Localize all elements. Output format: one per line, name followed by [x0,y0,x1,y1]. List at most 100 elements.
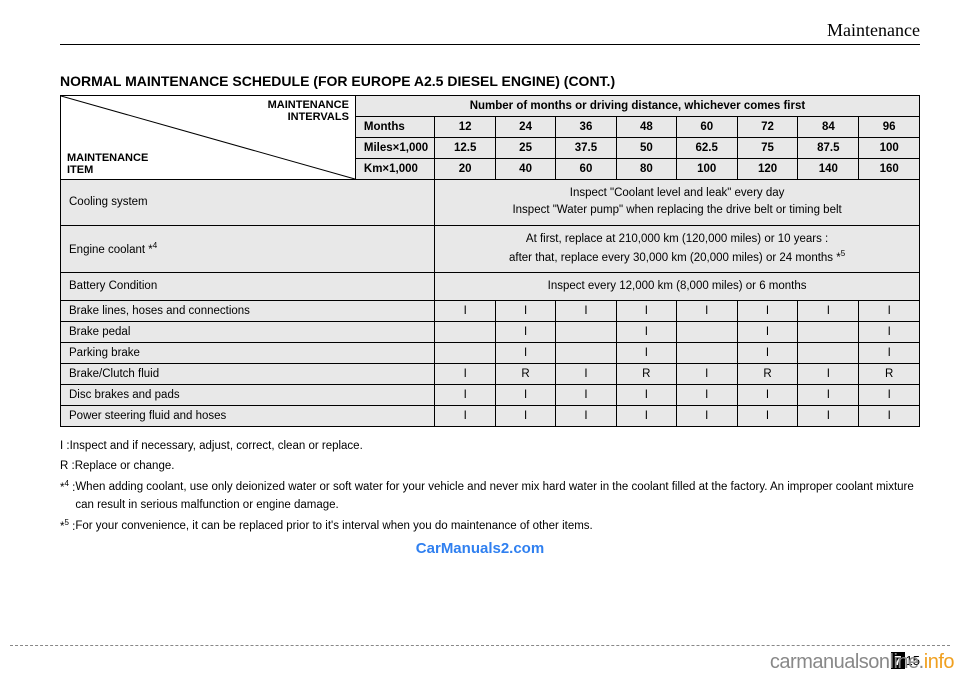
item-label: Engine coolant *4 [61,225,435,272]
item-label: Cooling system [61,180,435,226]
schedule-value: I [859,301,920,322]
legend-item: *4 : When adding coolant, use only deion… [60,478,920,515]
legend-body: When adding coolant, use only deionized … [75,478,920,515]
brand-part2: info [924,651,954,673]
schedule-value: I [616,301,676,322]
table-row: Cooling systemInspect "Coolant level and… [61,180,920,226]
schedule-value: I [859,322,920,343]
schedule-value: I [616,385,676,406]
schedule-value: I [555,385,616,406]
schedule-value [555,322,616,343]
header-value: 140 [798,159,859,180]
diag-label-intervals: MAINTENANCEINTERVALS [268,99,349,123]
schedule-value: I [435,385,496,406]
page-header-title: Maintenance [827,20,920,41]
legend: I : Inspect and if necessary, adjust, co… [60,437,920,536]
header-value: 100 [676,159,737,180]
header-value: 12 [435,117,496,138]
header-value: 87.5 [798,138,859,159]
schedule-value: R [496,364,556,385]
span-note: Inspect every 12,000 km (8,000 miles) or… [435,272,920,300]
page: Maintenance NORMAL MAINTENANCE SCHEDULE … [0,0,960,676]
legend-item: R : Replace or change. [60,457,920,475]
table-row: Power steering fluid and hosesIIIIIIII [61,406,920,427]
legend-key: R : [60,457,75,475]
schedule-value: I [859,406,920,427]
header-label: Months [355,117,434,138]
schedule-value: I [555,301,616,322]
schedule-value: I [737,406,798,427]
item-label: Brake pedal [61,322,435,343]
legend-key: *5 : [60,517,75,536]
schedule-value: I [496,406,556,427]
legend-key: *4 : [60,478,75,515]
header: Maintenance [60,20,920,45]
brand-footer: carmanualsonline.info [770,651,954,674]
schedule-value: I [859,343,920,364]
schedule-value [435,322,496,343]
header-value: 160 [859,159,920,180]
schedule-value [435,343,496,364]
schedule-value: I [616,406,676,427]
span-note: At first, replace at 210,000 km (120,000… [435,225,920,272]
item-label: Brake/Clutch fluid [61,364,435,385]
schedule-value: I [737,343,798,364]
schedule-value [676,343,737,364]
header-value: 60 [555,159,616,180]
item-label: Power steering fluid and hoses [61,406,435,427]
watermark: CarManuals2.com [416,540,544,557]
schedule-value: I [676,301,737,322]
diagonal-header-cell: MAINTENANCEINTERVALS MAINTENANCEITEM [61,96,356,180]
diag-label-item: MAINTENANCEITEM [67,152,148,176]
item-label: Battery Condition [61,272,435,300]
schedule-value: I [798,385,859,406]
header-value: 120 [737,159,798,180]
schedule-value: I [496,385,556,406]
span-header: Number of months or driving distance, wh… [355,96,919,117]
schedule-value: R [737,364,798,385]
header-value: 80 [616,159,676,180]
header-value: 12.5 [435,138,496,159]
schedule-value: I [435,364,496,385]
legend-key: I : [60,437,70,455]
header-value: 96 [859,117,920,138]
schedule-value: I [676,406,737,427]
maintenance-table: MAINTENANCEINTERVALS MAINTENANCEITEM Num… [60,95,920,427]
header-value: 25 [496,138,556,159]
header-value: 72 [737,117,798,138]
schedule-value: I [616,322,676,343]
header-value: 40 [496,159,556,180]
header-value: 37.5 [555,138,616,159]
schedule-value: I [555,406,616,427]
table-row: Parking brake I I I I [61,343,920,364]
table-row: Brake lines, hoses and connectionsIIIIII… [61,301,920,322]
schedule-value: I [737,322,798,343]
header-value: 50 [616,138,676,159]
table-row: Disc brakes and padsIIIIIIII [61,385,920,406]
schedule-value: I [676,364,737,385]
schedule-value: I [496,322,556,343]
table-row: Brake pedal I I I I [61,322,920,343]
schedule-value: I [616,343,676,364]
schedule-value: I [496,301,556,322]
schedule-value: I [555,364,616,385]
brand-part1: carmanualsonline. [770,651,924,673]
schedule-title: NORMAL MAINTENANCE SCHEDULE (FOR EUROPE … [60,73,920,89]
schedule-value: I [798,406,859,427]
header-value: 24 [496,117,556,138]
schedule-value [798,322,859,343]
schedule-value: R [859,364,920,385]
legend-item: *5 : For your convenience, it can be rep… [60,517,920,536]
item-label: Disc brakes and pads [61,385,435,406]
schedule-value [798,343,859,364]
item-label: Parking brake [61,343,435,364]
table-body: Cooling systemInspect "Coolant level and… [61,180,920,427]
table-row: Battery ConditionInspect every 12,000 km… [61,272,920,300]
header-value: 75 [737,138,798,159]
schedule-value: I [496,343,556,364]
header-label: Miles×1,000 [355,138,434,159]
legend-body: Replace or change. [75,457,175,475]
header-value: 62.5 [676,138,737,159]
header-value: 48 [616,117,676,138]
schedule-value: R [616,364,676,385]
